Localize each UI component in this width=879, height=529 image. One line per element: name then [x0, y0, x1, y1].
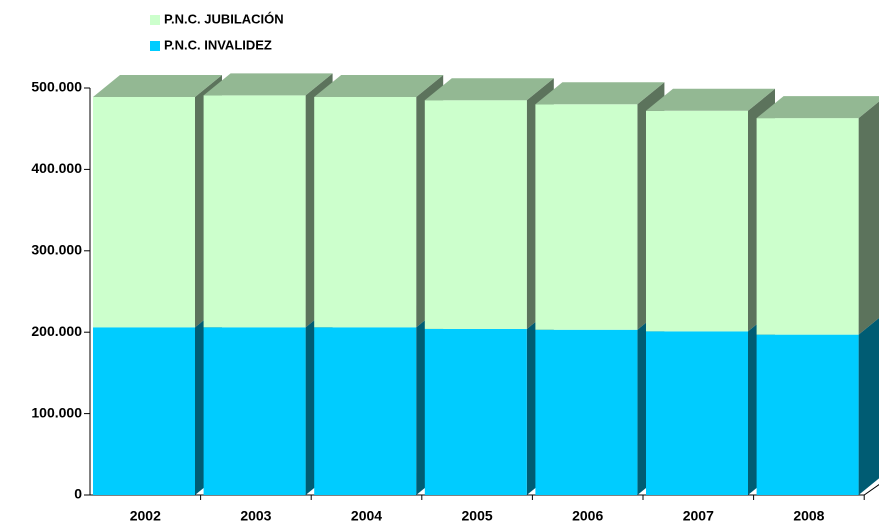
bar	[535, 329, 638, 495]
x-tick-label: 2008	[793, 508, 824, 524]
bar-side	[858, 318, 879, 495]
x-tick-label: 2003	[240, 508, 271, 524]
bar	[646, 110, 748, 332]
bar	[535, 104, 638, 330]
bar-top	[535, 82, 665, 105]
bar-top	[203, 73, 333, 96]
bar	[93, 327, 195, 495]
bar-top	[314, 74, 444, 97]
y-tick-label: 400.000	[31, 160, 82, 176]
bar	[756, 334, 859, 495]
x-tick-label: 2007	[683, 508, 714, 524]
bar	[314, 327, 417, 495]
bar	[424, 100, 527, 329]
bar	[646, 331, 748, 495]
legend-swatch	[150, 15, 160, 25]
bar	[203, 327, 306, 495]
x-tick-label: 2005	[462, 508, 493, 524]
bar-top	[93, 74, 222, 97]
bar-top	[756, 96, 879, 119]
y-tick-label: 100.000	[31, 404, 82, 420]
x-tick-label: 2002	[130, 508, 161, 524]
y-tick-label: 200.000	[31, 323, 82, 339]
legend-label: P.N.C. INVALIDEZ	[164, 37, 272, 52]
bar-side	[858, 101, 879, 335]
bar	[314, 96, 417, 328]
bar	[756, 118, 859, 335]
x-tick-label: 2006	[572, 508, 603, 524]
y-tick-label: 0	[74, 486, 82, 502]
y-tick-label: 300.000	[31, 242, 82, 258]
y-tick-label: 500.000	[31, 79, 82, 95]
legend-swatch	[150, 41, 160, 51]
x-tick-label: 2004	[351, 508, 382, 524]
legend: P.N.C. JUBILACIÓN P.N.C. INVALIDEZ	[150, 11, 284, 52]
bar-top	[646, 88, 775, 111]
legend-label: P.N.C. JUBILACIÓN	[164, 11, 284, 26]
bar	[424, 328, 527, 495]
bar	[203, 95, 306, 328]
bar-top	[424, 78, 554, 101]
bar	[93, 96, 195, 328]
